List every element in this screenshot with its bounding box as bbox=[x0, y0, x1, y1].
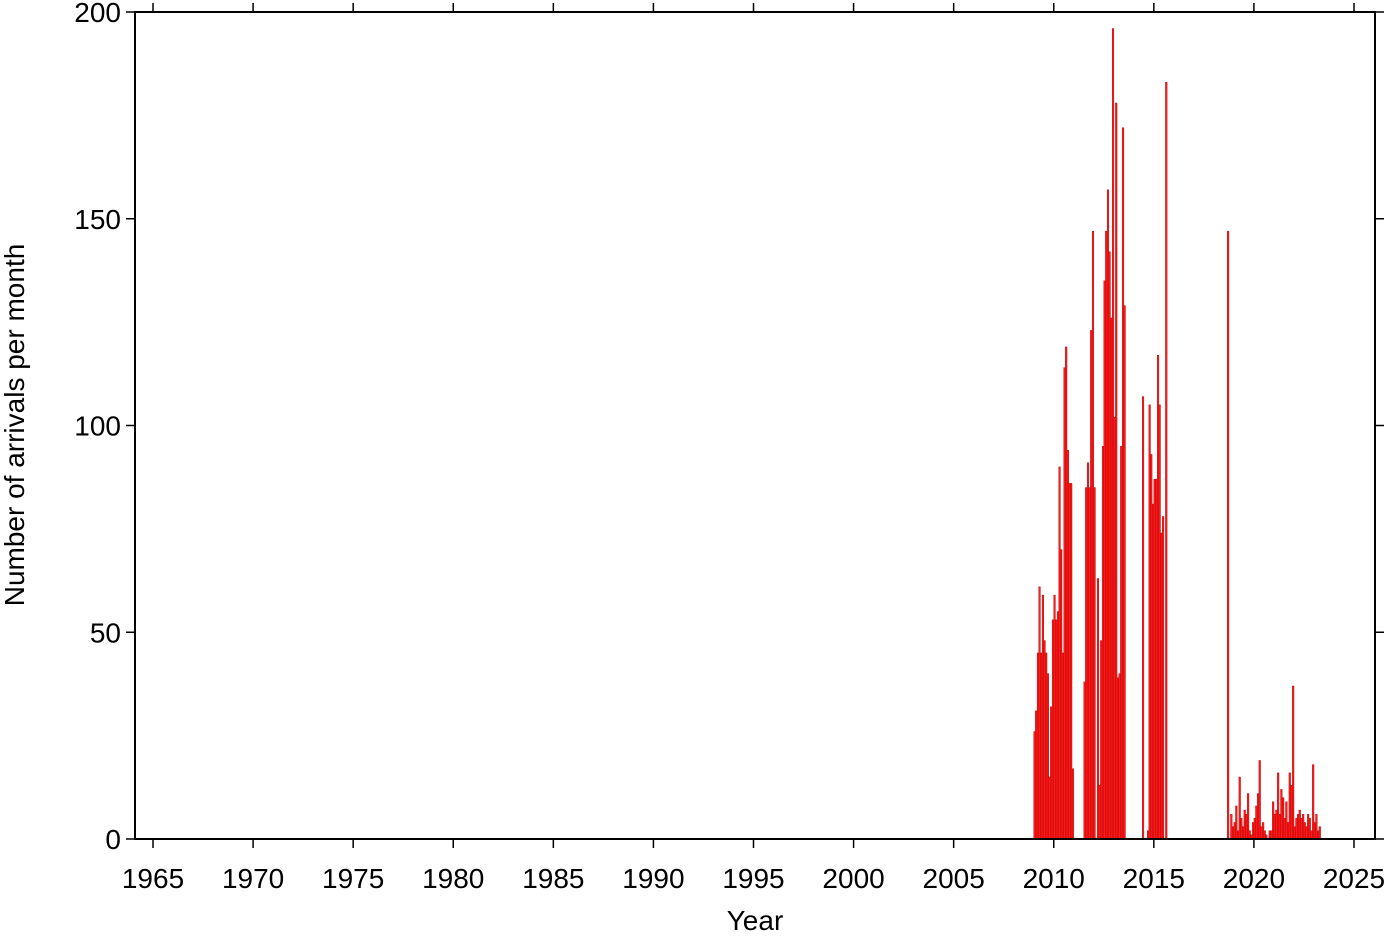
bar bbox=[1240, 818, 1243, 840]
bar bbox=[1123, 305, 1126, 840]
bar bbox=[1280, 789, 1283, 840]
y-tick-label: 150 bbox=[74, 204, 121, 235]
bar bbox=[1035, 710, 1038, 840]
x-tick-label: 1990 bbox=[622, 863, 684, 894]
bar bbox=[1093, 487, 1096, 840]
y-axis-label: Number of arrivals per month bbox=[0, 244, 30, 607]
bar bbox=[1050, 706, 1053, 840]
bar bbox=[1055, 619, 1058, 840]
bar bbox=[1071, 768, 1075, 840]
bar bbox=[1162, 516, 1165, 840]
bar bbox=[1045, 652, 1048, 840]
x-tick-label: 2005 bbox=[923, 863, 985, 894]
bar bbox=[1300, 818, 1303, 840]
bar bbox=[1292, 685, 1295, 840]
bar bbox=[1115, 102, 1118, 840]
bar bbox=[1230, 813, 1233, 840]
x-tick-label: 1985 bbox=[522, 863, 584, 894]
bar bbox=[1100, 640, 1103, 840]
bar bbox=[1090, 330, 1093, 840]
bar bbox=[1155, 479, 1158, 840]
x-tick-label: 1995 bbox=[722, 863, 784, 894]
bar bbox=[1255, 805, 1258, 840]
y-tick-label: 0 bbox=[105, 824, 121, 855]
x-tick-label: 1980 bbox=[422, 863, 484, 894]
bar bbox=[1295, 818, 1298, 840]
bar bbox=[1227, 230, 1230, 840]
x-axis-label: Year bbox=[727, 905, 784, 936]
bar bbox=[1260, 826, 1263, 840]
bar bbox=[1165, 82, 1168, 840]
x-tick-label: 1965 bbox=[122, 863, 184, 894]
x-tick-label: 2010 bbox=[1023, 863, 1085, 894]
bar bbox=[1105, 230, 1108, 840]
bar bbox=[1120, 445, 1123, 840]
bar bbox=[1142, 396, 1145, 840]
x-tick-label: 1970 bbox=[222, 863, 284, 894]
bar bbox=[1318, 826, 1321, 840]
bar bbox=[1085, 487, 1088, 840]
plot-frame bbox=[134, 11, 1376, 840]
bar bbox=[1310, 830, 1313, 840]
x-tick-label: 2000 bbox=[822, 863, 884, 894]
bar bbox=[1245, 813, 1248, 840]
y-tick-label: 50 bbox=[90, 617, 121, 648]
bar bbox=[1275, 809, 1278, 840]
x-tick-label: 2025 bbox=[1323, 863, 1385, 894]
bar bbox=[1070, 483, 1073, 840]
bar bbox=[1235, 805, 1238, 840]
bar bbox=[1290, 785, 1293, 840]
bar bbox=[1110, 317, 1113, 840]
bar bbox=[1060, 549, 1063, 840]
bar bbox=[1285, 801, 1288, 840]
bar bbox=[1040, 652, 1043, 840]
bar bbox=[1315, 813, 1318, 840]
bar bbox=[1150, 454, 1153, 840]
bar bbox=[1160, 532, 1163, 840]
x-tick-label: 1975 bbox=[322, 863, 384, 894]
y-tick-label: 100 bbox=[74, 411, 121, 442]
x-tick-label: 2020 bbox=[1223, 863, 1285, 894]
bar bbox=[1305, 826, 1308, 840]
bar bbox=[1270, 830, 1273, 840]
bar bbox=[1065, 346, 1068, 840]
x-tick-label: 2015 bbox=[1123, 863, 1185, 894]
y-tick-label: 200 bbox=[74, 0, 121, 28]
